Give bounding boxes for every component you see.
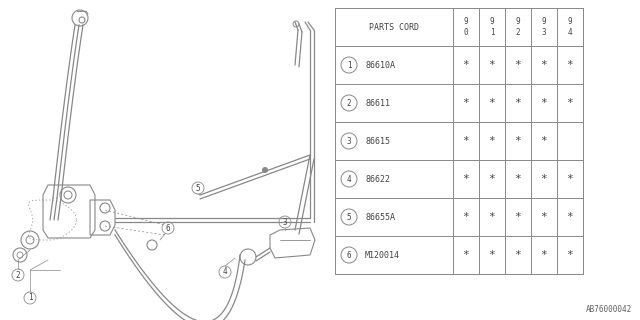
Text: 9
0: 9 0 [464,17,468,37]
Text: *: * [488,174,495,184]
Text: 9
1: 9 1 [490,17,494,37]
Text: *: * [515,98,522,108]
Text: *: * [541,136,547,146]
Text: 5: 5 [196,183,200,193]
Text: PARTS CORD: PARTS CORD [369,22,419,31]
Text: *: * [515,250,522,260]
Text: 9
4: 9 4 [568,17,572,37]
Text: 2: 2 [347,99,351,108]
Text: *: * [488,136,495,146]
Circle shape [262,167,268,172]
Text: 86615: 86615 [365,137,390,146]
Text: *: * [541,250,547,260]
Text: *: * [566,60,573,70]
Text: *: * [463,60,469,70]
Text: 86611: 86611 [365,99,390,108]
Text: 9
2: 9 2 [516,17,520,37]
Text: *: * [541,98,547,108]
Text: 86655A: 86655A [365,212,395,221]
Text: 1: 1 [28,293,32,302]
Text: 3: 3 [347,137,351,146]
Text: 1: 1 [347,60,351,69]
Text: *: * [515,136,522,146]
Text: *: * [463,174,469,184]
Text: *: * [566,250,573,260]
Text: *: * [488,98,495,108]
Text: *: * [515,174,522,184]
Text: *: * [515,212,522,222]
Text: 4: 4 [347,174,351,183]
Text: 6: 6 [347,251,351,260]
Text: *: * [463,250,469,260]
Text: *: * [566,174,573,184]
Text: 6: 6 [166,223,170,233]
Text: M120014: M120014 [365,251,400,260]
Text: *: * [515,60,522,70]
Text: *: * [463,98,469,108]
Text: 5: 5 [347,212,351,221]
Text: AB76000042: AB76000042 [586,305,632,314]
Text: *: * [541,60,547,70]
Text: *: * [541,212,547,222]
Text: 4: 4 [223,268,227,276]
Text: 3: 3 [283,218,287,227]
Text: *: * [488,60,495,70]
Text: *: * [541,174,547,184]
Text: 86610A: 86610A [365,60,395,69]
Text: *: * [566,98,573,108]
Text: *: * [566,212,573,222]
Text: 2: 2 [16,270,20,279]
Text: *: * [463,136,469,146]
Text: *: * [488,212,495,222]
Text: *: * [463,212,469,222]
Text: 9
3: 9 3 [541,17,547,37]
Text: 86622: 86622 [365,174,390,183]
Text: *: * [488,250,495,260]
